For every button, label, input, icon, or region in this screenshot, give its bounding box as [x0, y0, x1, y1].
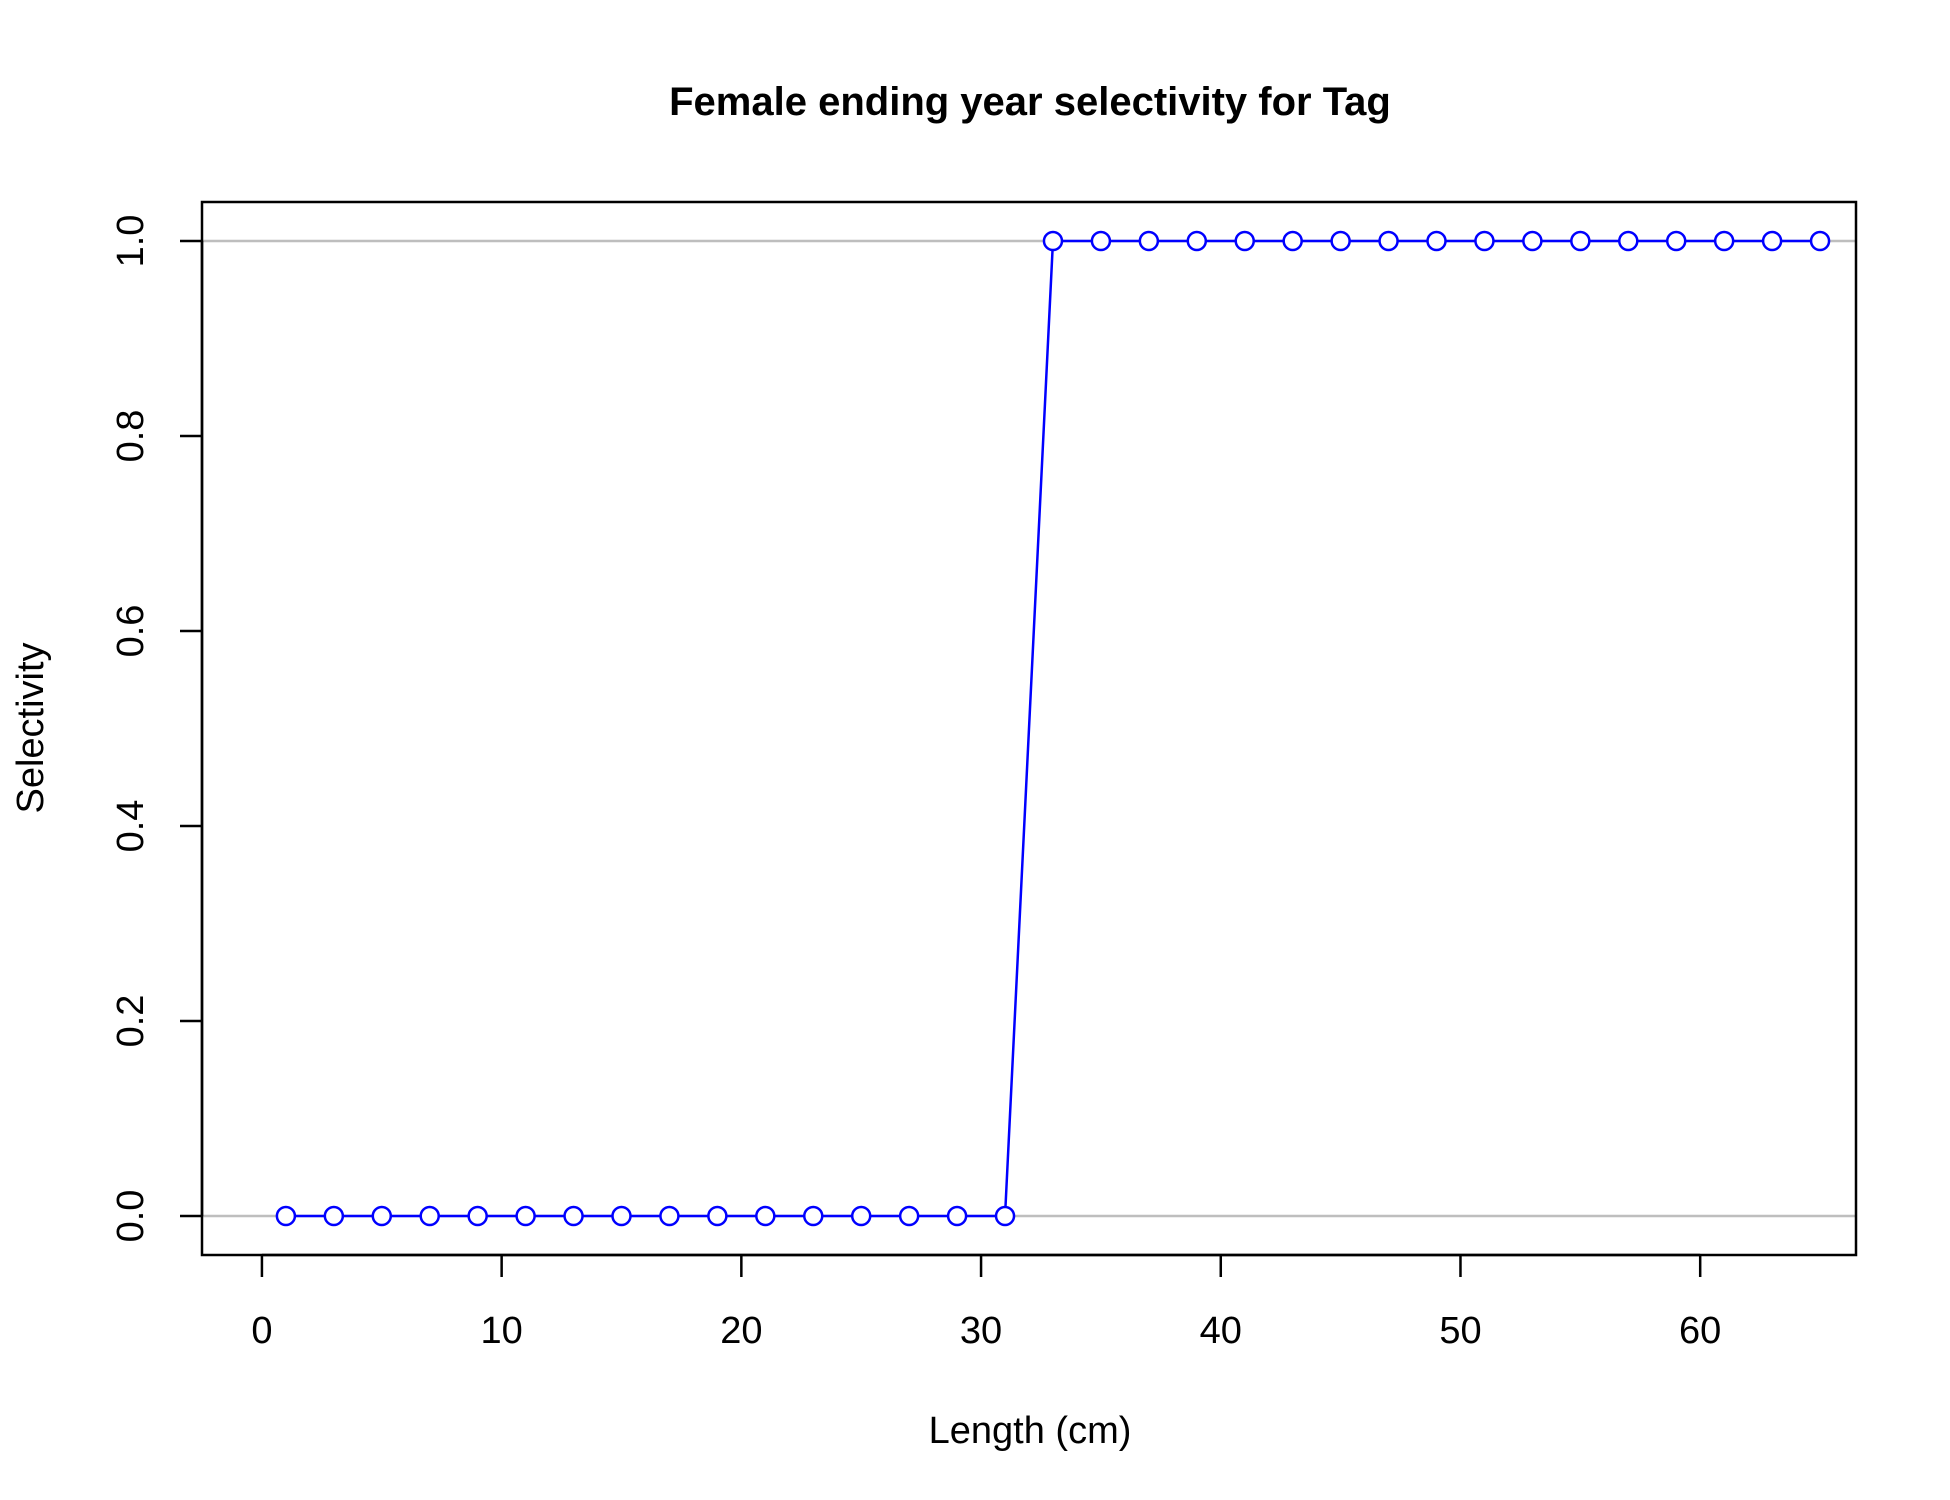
- data-point: [1090, 230, 1112, 252]
- data-point: [1186, 230, 1208, 252]
- x-axis-label: Length (cm): [929, 1410, 1132, 1452]
- y-tick-label: 0.4: [110, 800, 152, 853]
- data-point: [1138, 230, 1160, 252]
- y-axis-label: Selectivity: [10, 642, 52, 813]
- data-point: [1426, 230, 1447, 252]
- chart-title: Female ending year selectivity for Tag: [669, 80, 1391, 124]
- data-point: [1330, 230, 1351, 252]
- data-point: [1474, 230, 1495, 252]
- data-point: [659, 1205, 680, 1227]
- x-tick-label: 10: [480, 1310, 522, 1352]
- data-point: [563, 1205, 584, 1227]
- data-point: [755, 1205, 776, 1227]
- data-point: [803, 1205, 824, 1227]
- data-point: [994, 1205, 1016, 1227]
- data-point: [323, 1205, 345, 1227]
- data-point: [1570, 230, 1591, 252]
- x-axis: 0 10 20 30 40 50 60: [251, 1253, 1721, 1352]
- data-point: [371, 1205, 393, 1227]
- data-point: [1665, 230, 1687, 252]
- data-point: [1618, 230, 1639, 252]
- selectivity-series: [275, 230, 1831, 1227]
- data-point: [1761, 230, 1783, 252]
- data-point: [467, 1205, 488, 1227]
- y-tick-label: 1.0: [110, 215, 152, 268]
- x-tick-label: 60: [1679, 1310, 1721, 1352]
- data-point: [1234, 230, 1255, 252]
- y-tick-label: 0.8: [110, 410, 152, 463]
- data-point: [611, 1205, 632, 1227]
- data-point: [275, 1205, 297, 1227]
- data-point: [898, 1205, 920, 1227]
- x-tick-label: 50: [1439, 1310, 1481, 1352]
- x-tick-label: 40: [1200, 1310, 1242, 1352]
- data-point: [515, 1205, 536, 1227]
- data-point: [946, 1205, 968, 1227]
- data-point: [1522, 230, 1543, 252]
- series-line: [285, 239, 1821, 1218]
- x-tick-label: 30: [960, 1310, 1002, 1352]
- y-axis: 0.0 0.2 0.4 0.6 0.8 1.0: [110, 215, 204, 1243]
- x-tick-label: 20: [720, 1310, 762, 1352]
- y-tick-label: 0.0: [110, 1190, 152, 1243]
- data-point: [419, 1205, 440, 1227]
- data-point: [1713, 230, 1735, 252]
- x-tick-label: 0: [251, 1310, 272, 1352]
- data-point: [850, 1205, 872, 1227]
- data-point: [1378, 230, 1399, 252]
- data-point: [1282, 230, 1303, 252]
- data-point: [1042, 230, 1064, 252]
- data-point: [1809, 230, 1831, 252]
- y-tick-label: 0.2: [110, 995, 152, 1048]
- y-tick-label: 0.6: [110, 605, 152, 658]
- data-point: [707, 1205, 728, 1227]
